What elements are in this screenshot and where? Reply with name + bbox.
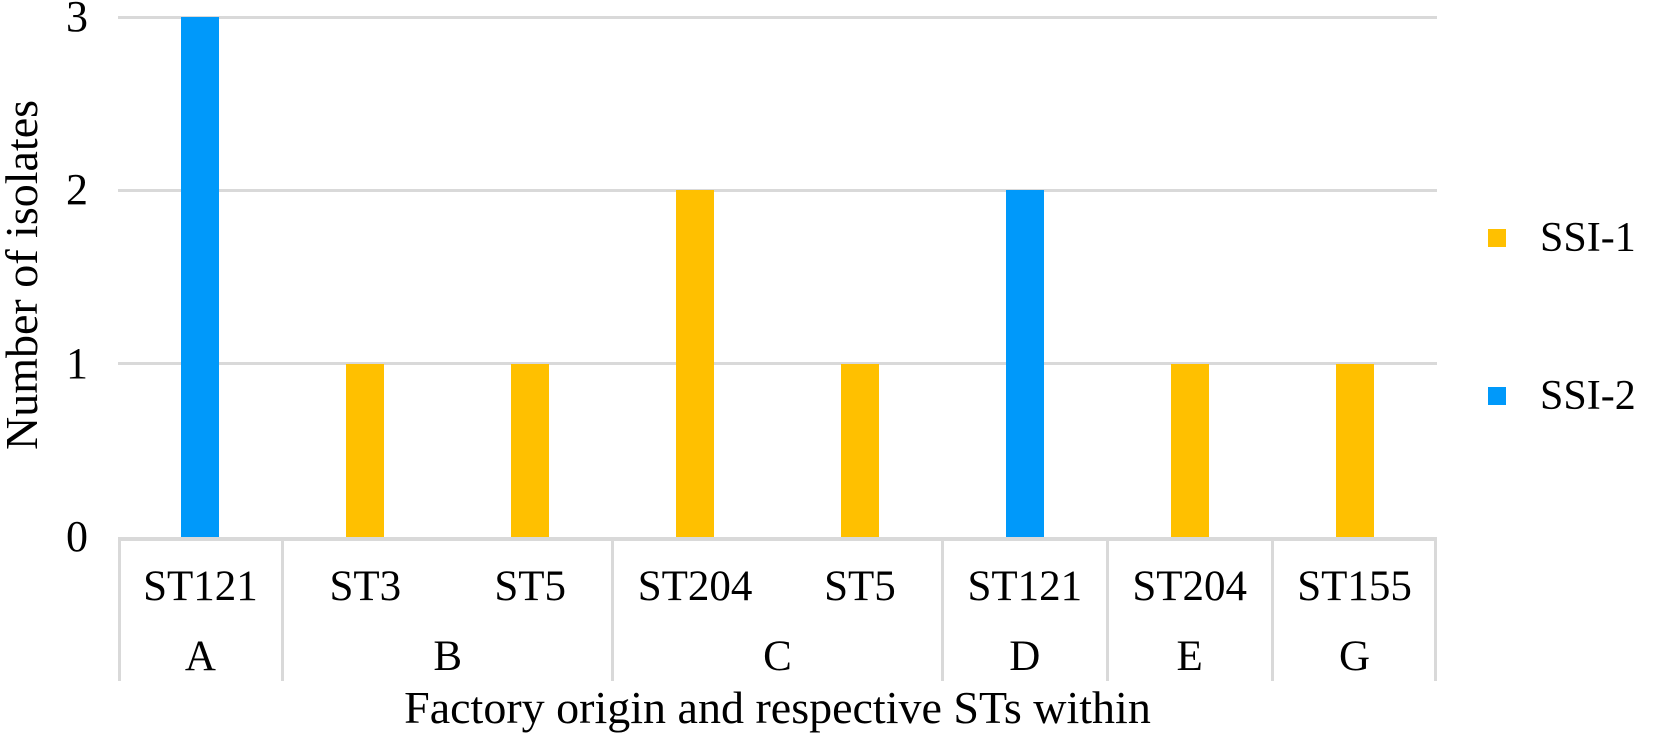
st-label-ST5-B: ST5	[494, 563, 567, 610]
st-label-ST5-C: ST5	[824, 563, 896, 610]
st-row-D: ST121	[942, 541, 1107, 632]
factory-label-G: G	[1339, 633, 1371, 680]
bar-ST121-A	[181, 17, 220, 537]
bar-ST204-C	[676, 190, 715, 537]
category-divider-6	[1434, 541, 1437, 681]
st-label-ST155-G: ST155	[1297, 563, 1412, 610]
factory-label-D: D	[1009, 633, 1041, 680]
legend-swatch-ssi-1-icon	[1488, 229, 1506, 247]
legend-swatch-ssi-2-icon	[1488, 387, 1506, 405]
st-row-B: ST3 ST5	[283, 541, 613, 632]
legend-label-ssi-1: SSI-1	[1540, 215, 1636, 261]
factory-label-A: A	[184, 633, 216, 680]
bar-ST155-G	[1335, 363, 1374, 537]
y-axis-title: Number of isolates	[0, 99, 47, 451]
category-divider-1	[281, 541, 285, 681]
category-axis-table: ST121 A ST3 ST5 B ST204 ST5 C ST121 D ST204 E ST155 G	[118, 537, 1437, 681]
bar-ST5-C	[840, 363, 879, 537]
bar-ST5-B	[511, 363, 550, 537]
st-row-G: ST155	[1272, 541, 1437, 632]
category-divider-5	[1270, 541, 1274, 681]
st-row-A: ST121	[118, 541, 283, 632]
st-label-ST204-C: ST204	[637, 563, 753, 610]
factory-label-C: C	[763, 633, 792, 680]
bar-ST3-B	[346, 363, 385, 537]
legend-item-ssi-1: SSI-1	[1488, 214, 1636, 262]
gridline-y-3	[118, 15, 1437, 19]
st-label-ST3-B: ST3	[329, 563, 402, 610]
category-group-E: ST204 E	[1107, 541, 1272, 681]
gridline-y-1	[118, 362, 1437, 366]
legend-item-ssi-2: SSI-2	[1488, 372, 1636, 420]
st-label-ST121-A: ST121	[143, 563, 258, 610]
category-divider-3	[940, 541, 944, 681]
category-group-C: ST204 ST5 C	[613, 541, 943, 681]
st-row-E: ST204	[1107, 541, 1272, 632]
category-divider-0	[118, 541, 121, 681]
y-tick-label-3: 3	[66, 0, 88, 42]
gridline-y-2	[118, 188, 1437, 192]
bar-ST204-E	[1170, 363, 1209, 537]
factory-label-E: E	[1176, 633, 1203, 680]
st-row-C: ST204 ST5	[613, 541, 943, 632]
st-label-ST121-D: ST121	[967, 563, 1083, 610]
st-label-ST204-E: ST204	[1132, 563, 1248, 610]
y-tick-label-1: 1	[66, 338, 88, 388]
legend-label-ssi-2: SSI-2	[1540, 373, 1636, 419]
category-group-G: ST155 G	[1272, 541, 1437, 681]
y-tick-label-2: 2	[66, 165, 88, 215]
bar-ST121-D	[1005, 190, 1044, 537]
category-group-D: ST121 D	[942, 541, 1107, 681]
category-divider-4	[1105, 541, 1109, 681]
category-divider-2	[611, 541, 615, 681]
category-group-B: ST3 ST5 B	[283, 541, 613, 681]
y-tick-label-0: 0	[66, 512, 88, 561]
category-group-A: ST121 A	[118, 541, 283, 681]
x-axis-title: Factory origin and respective STs within	[404, 682, 1151, 733]
factory-label-B: B	[433, 633, 463, 680]
